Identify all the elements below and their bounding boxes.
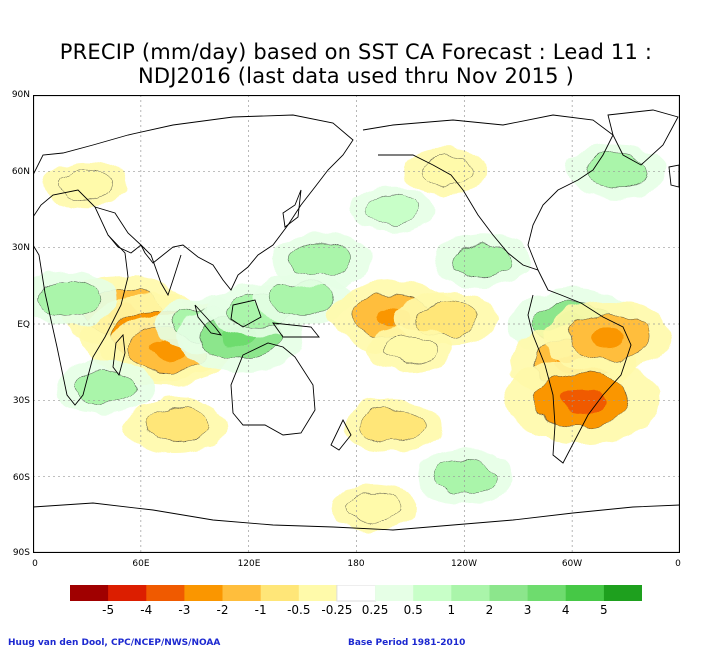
credit-author: Huug van den Dool, CPC/NCEP/NWS/NOAA <box>8 638 221 648</box>
coast-india <box>140 244 182 297</box>
anomaly-region <box>347 492 402 522</box>
anomaly-region <box>415 301 478 337</box>
legend-swatch <box>298 585 338 601</box>
anomaly-core <box>559 388 604 413</box>
lat-label-30s: 30S <box>12 396 30 406</box>
anomaly-shading <box>33 144 673 531</box>
lat-label-60n: 60N <box>11 167 30 177</box>
legend-swatch <box>413 585 452 601</box>
legend-tick-label: 0.25 <box>361 603 389 617</box>
legend-tick-label: -4 <box>140 603 153 617</box>
legend-tick-label: 5 <box>600 603 608 617</box>
legend-swatch <box>108 585 147 601</box>
lat-label-eq: EQ <box>17 320 30 330</box>
lon-label-60e: 60E <box>132 559 150 569</box>
legend-swatch <box>260 585 300 601</box>
lon-label-120e: 120E <box>237 559 261 569</box>
legend-tick-label: -0.5 <box>287 603 311 617</box>
legend-tick-label: -1 <box>254 603 267 617</box>
lat-label-90n: 90N <box>11 90 30 100</box>
lon-label-0-right: 0 <box>675 559 681 569</box>
lat-label-90s: 90S <box>12 548 30 558</box>
legend-swatch <box>375 585 414 601</box>
coast-greenland <box>607 109 679 166</box>
legend-swatch <box>70 585 109 601</box>
lat-label-30n: 30N <box>11 243 30 253</box>
anomaly-region <box>37 281 101 316</box>
anomaly-region <box>73 370 137 405</box>
coast-borneo <box>230 299 262 328</box>
anomaly-region <box>383 334 438 365</box>
lon-label-0-left: 0 <box>32 559 38 569</box>
coast-newguinea <box>272 322 320 338</box>
legend-tick-label: -2 <box>216 603 229 617</box>
legend-swatch <box>603 585 642 601</box>
lon-label-180: 180 <box>347 559 365 569</box>
legend-swatch <box>222 585 262 601</box>
precip-anomaly-map <box>32 94 681 554</box>
chart-title-line1: PRECIP (mm/day) based on SST CA Forecast… <box>59 40 653 64</box>
lon-label-60w: 60W <box>561 559 583 569</box>
legend-tick-label: 4 <box>561 603 570 617</box>
legend-tick-label: 2 <box>485 603 494 617</box>
coast-sumatra <box>194 304 223 336</box>
legend-swatch <box>146 585 185 601</box>
anomaly-core <box>590 326 627 347</box>
legend-tick-label: 1 <box>447 603 456 617</box>
legend-swatch <box>184 585 224 601</box>
legend-swatch <box>336 585 377 602</box>
legend-tick-label: -0.25 <box>321 603 353 617</box>
legend-tick-label: 3 <box>523 603 532 617</box>
legend-swatch <box>565 585 605 601</box>
legend-tick-label: -3 <box>178 603 191 617</box>
legend-swatch <box>489 585 529 601</box>
coast-south-america <box>527 269 632 464</box>
credit-base-period: Base Period 1981-2010 <box>348 638 466 648</box>
coast-newzealand <box>330 419 352 451</box>
chart-title-line2: NDJ2016 (last data used thru Nov 2015 ) <box>137 64 575 88</box>
anomaly-region <box>365 194 420 225</box>
lat-label-60s: 60S <box>12 473 30 483</box>
map-canvas <box>32 94 681 554</box>
coastlines <box>33 109 680 531</box>
coast-japan <box>282 189 302 228</box>
legend-tick-label: -5 <box>102 603 115 617</box>
lon-label-120w: 120W <box>450 559 478 569</box>
anomaly-region <box>451 243 514 278</box>
coast-africa <box>33 189 129 406</box>
anomaly-region <box>145 408 208 443</box>
anomaly-region <box>60 169 114 199</box>
legend-swatch <box>451 585 490 601</box>
color-legend <box>70 585 642 602</box>
anomaly-region <box>289 243 352 278</box>
map-frame <box>32 94 681 554</box>
coast-madagascar <box>112 333 126 377</box>
coast-antarctica <box>33 502 680 531</box>
anomaly-region <box>361 408 424 443</box>
coast-north-america <box>362 114 614 271</box>
coast-australia <box>230 342 316 436</box>
legend-swatch <box>527 585 567 601</box>
graticule <box>33 95 680 553</box>
legend-tick-label: 0.5 <box>403 603 423 617</box>
